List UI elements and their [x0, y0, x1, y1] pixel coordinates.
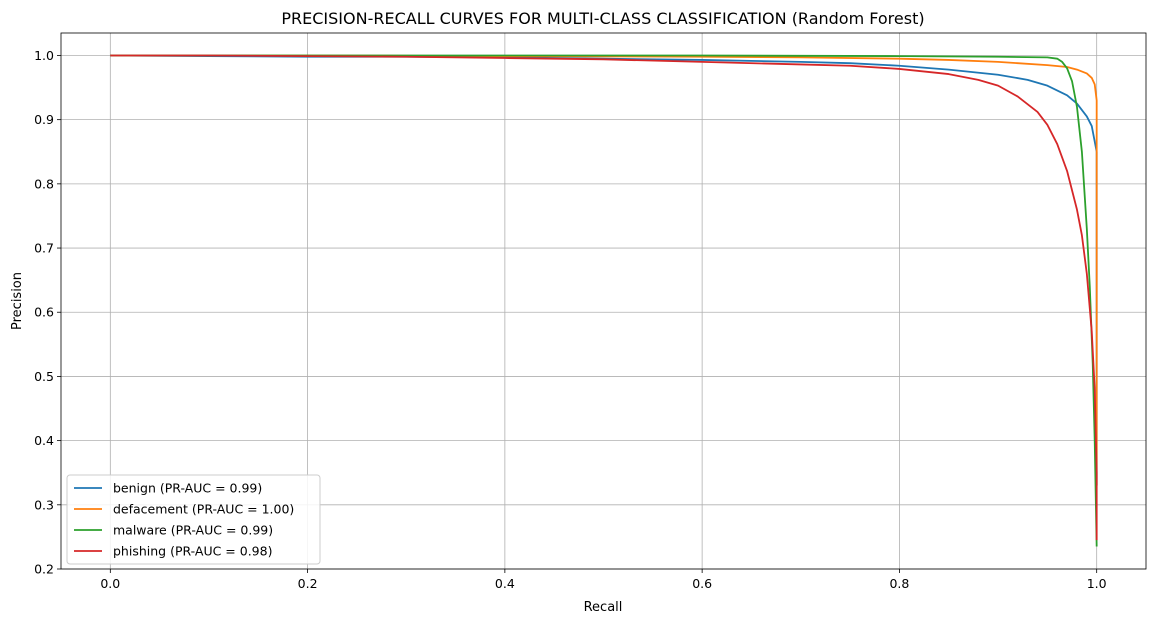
- y-tick-label: 0.3: [34, 497, 54, 512]
- x-tick-label: 1.0: [1087, 576, 1107, 591]
- y-tick-label: 0.9: [34, 112, 54, 127]
- legend-label-3: phishing (PR-AUC = 0.98): [113, 544, 272, 559]
- series-line-3: [110, 54, 1098, 541]
- x-tick-label: 0.4: [495, 576, 515, 591]
- y-tick-label: 0.6: [34, 305, 54, 320]
- x-tick-label: 0.0: [100, 576, 120, 591]
- y-tick-label: 1.0: [34, 48, 54, 63]
- series-line-2: [110, 54, 1098, 547]
- y-tick-label: 0.4: [34, 433, 54, 448]
- x-tick-label: 0.6: [692, 576, 712, 591]
- y-tick-label: 0.2: [34, 562, 54, 577]
- legend: benign (PR-AUC = 0.99) defacement (PR-AUC…: [66, 474, 321, 565]
- legend-label-1: defacement (PR-AUC = 1.00): [113, 502, 294, 517]
- legend-label-0: benign (PR-AUC = 0.99): [113, 481, 262, 496]
- y-tick-label: 0.5: [34, 369, 54, 384]
- legend-label-2: malware (PR-AUC = 0.99): [113, 523, 273, 538]
- ticks: 0.0 0.2 0.4 0.6 0.8 1.0 0.2 0.3 0.4 0.5 0.6 0.7 0.8 0…: [34, 48, 1107, 591]
- y-axis-label: Precision: [10, 272, 25, 330]
- plot-frame: [60, 32, 1147, 570]
- chart-title: PRECISION-RECALL CURVES FOR MULTI-CLASS …: [281, 9, 924, 28]
- x-tick-label: 0.2: [298, 576, 318, 591]
- y-tick-label: 0.7: [34, 241, 54, 256]
- series-line-1: [110, 54, 1098, 486]
- y-tick-label: 0.8: [34, 176, 54, 191]
- x-axis-label: Recall: [584, 600, 623, 615]
- x-tick-label: 0.8: [889, 576, 909, 591]
- legend-box: [66, 474, 321, 565]
- series-group: [110, 54, 1098, 547]
